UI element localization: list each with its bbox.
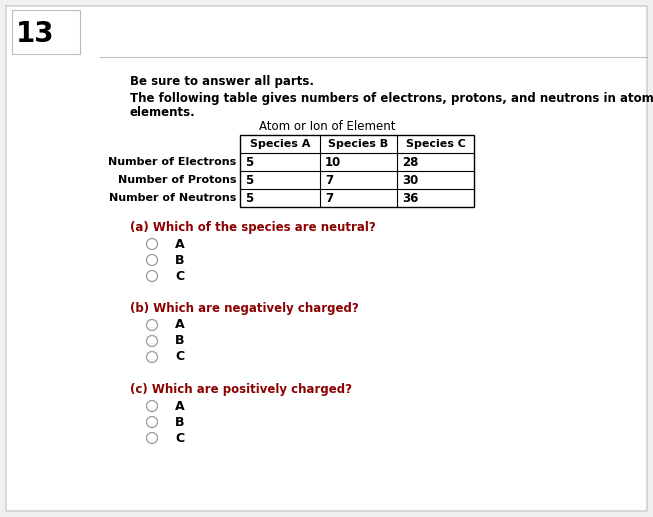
Text: 28: 28 [402, 156, 419, 169]
Text: A: A [175, 400, 185, 413]
Text: The following table gives numbers of electrons, protons, and neutrons in atoms o: The following table gives numbers of ele… [130, 92, 653, 105]
Text: 5: 5 [245, 174, 253, 187]
Text: Number of Neutrons: Number of Neutrons [108, 193, 236, 203]
Text: 30: 30 [402, 174, 419, 187]
Bar [12, 10, 80, 54]
Text: Species C: Species C [406, 139, 466, 149]
Text: Number of Electrons: Number of Electrons [108, 157, 236, 167]
Text: C: C [175, 432, 184, 445]
Text: B: B [175, 416, 185, 429]
Text: 7: 7 [325, 174, 333, 187]
Text: 5: 5 [245, 191, 253, 205]
Text: C: C [175, 269, 184, 282]
Bar [240, 135, 474, 207]
Text: Species A: Species A [250, 139, 310, 149]
Text: 13: 13 [16, 20, 55, 48]
Text: 36: 36 [402, 191, 419, 205]
Text: Number of Protons: Number of Protons [118, 175, 236, 185]
Text: B: B [175, 253, 185, 266]
Text: Species B: Species B [328, 139, 389, 149]
Text: (b) Which are negatively charged?: (b) Which are negatively charged? [130, 302, 358, 315]
Text: elements.: elements. [130, 106, 196, 119]
Text: 5: 5 [245, 156, 253, 169]
Text: 7: 7 [325, 191, 333, 205]
Text: C: C [175, 351, 184, 363]
Text: B: B [175, 334, 185, 347]
Text: Be sure to answer all parts.: Be sure to answer all parts. [130, 75, 314, 88]
Text: (a) Which of the species are neutral?: (a) Which of the species are neutral? [130, 221, 375, 234]
Text: (c) Which are positively charged?: (c) Which are positively charged? [130, 383, 352, 396]
Text: 10: 10 [325, 156, 342, 169]
Text: A: A [175, 237, 185, 251]
FancyBboxPatch shape [6, 6, 647, 511]
Text: Atom or Ion of Element: Atom or Ion of Element [259, 120, 395, 133]
Text: A: A [175, 318, 185, 331]
